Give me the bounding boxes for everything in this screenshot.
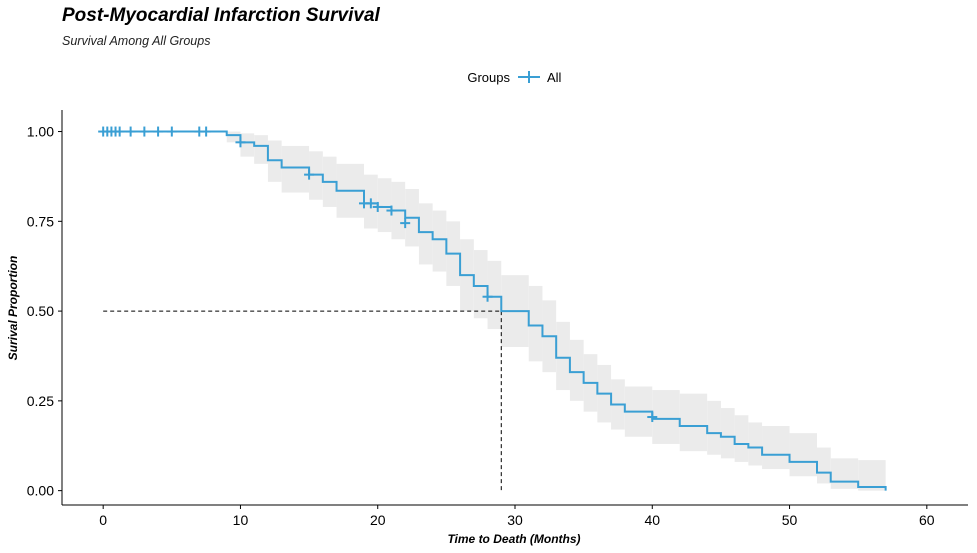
series-line-all	[103, 130, 887, 491]
chart-title: Post-Myocardial Infarction Survival	[62, 5, 380, 26]
ci-band-segment	[432, 210, 447, 272]
ci-band-segment	[569, 339, 584, 401]
censor-mark	[647, 412, 658, 423]
ci-band-segment	[748, 422, 763, 466]
ci-band-segment	[226, 131, 241, 143]
median-reference-lines	[103, 310, 502, 491]
ci-band-segment	[281, 145, 310, 193]
censor-mark	[482, 291, 493, 302]
censor-mark	[166, 126, 177, 137]
legend-entry-all: All	[547, 70, 562, 85]
confidence-band	[226, 131, 886, 491]
ci-band-segment	[720, 408, 735, 459]
censor-mark	[153, 126, 164, 137]
survival-curve	[103, 130, 887, 491]
y-tick-label: 0.00	[27, 483, 54, 499]
x-tick-label: 60	[919, 512, 935, 528]
y-axis-label: Surival Proportion	[6, 256, 20, 361]
ci-band-segment	[679, 393, 708, 452]
y-tick-label: 0.25	[27, 393, 54, 409]
censor-mark	[235, 137, 246, 148]
censor-mark	[365, 198, 376, 209]
ci-band-segment	[858, 460, 886, 491]
ci-band-segment	[473, 250, 488, 319]
ci-band-segment	[830, 458, 859, 489]
censor-mark	[304, 169, 315, 180]
censor-marks	[98, 126, 658, 423]
censor-mark	[114, 126, 125, 137]
censor-mark	[139, 126, 150, 137]
ci-band-segment	[240, 133, 255, 157]
ci-band-segment	[487, 260, 502, 330]
censor-mark	[372, 201, 383, 212]
ci-band-segment	[789, 433, 817, 477]
x-tick-label: 50	[782, 512, 798, 528]
ci-band-segment	[762, 426, 790, 470]
x-tick-label: 0	[99, 512, 107, 528]
y-tick-label: 1.00	[27, 124, 54, 140]
x-tick-label: 30	[507, 512, 523, 528]
x-tick-label: 20	[370, 512, 386, 528]
x-tick-label: 40	[644, 512, 660, 528]
censor-mark	[201, 126, 212, 137]
legend: Groups All	[467, 70, 561, 85]
censor-mark	[125, 126, 136, 137]
x-tick-label: 10	[233, 512, 249, 528]
y-tick-label: 0.75	[27, 213, 54, 229]
ci-band-segment	[556, 321, 570, 391]
y-tick-label: 0.50	[27, 303, 54, 319]
chart-subtitle: Survival Among All Groups	[62, 34, 211, 48]
censor-mark	[400, 218, 411, 229]
legend-title: Groups	[467, 70, 510, 85]
ci-band-segment	[707, 400, 721, 455]
ci-band-segment	[528, 285, 543, 362]
ci-band-segment	[418, 203, 433, 265]
ci-band-segment	[817, 447, 831, 484]
x-axis-label: Time to Death (Months)	[447, 532, 580, 546]
ci-band-segment	[254, 135, 268, 164]
ci-band-segment	[377, 178, 392, 233]
axes: 0 10 20 30 40 50 60 0.00 0.25 0.50 0.75 1.00	[27, 110, 968, 528]
ci-band-segment	[734, 415, 749, 462]
censor-mark	[386, 205, 397, 216]
